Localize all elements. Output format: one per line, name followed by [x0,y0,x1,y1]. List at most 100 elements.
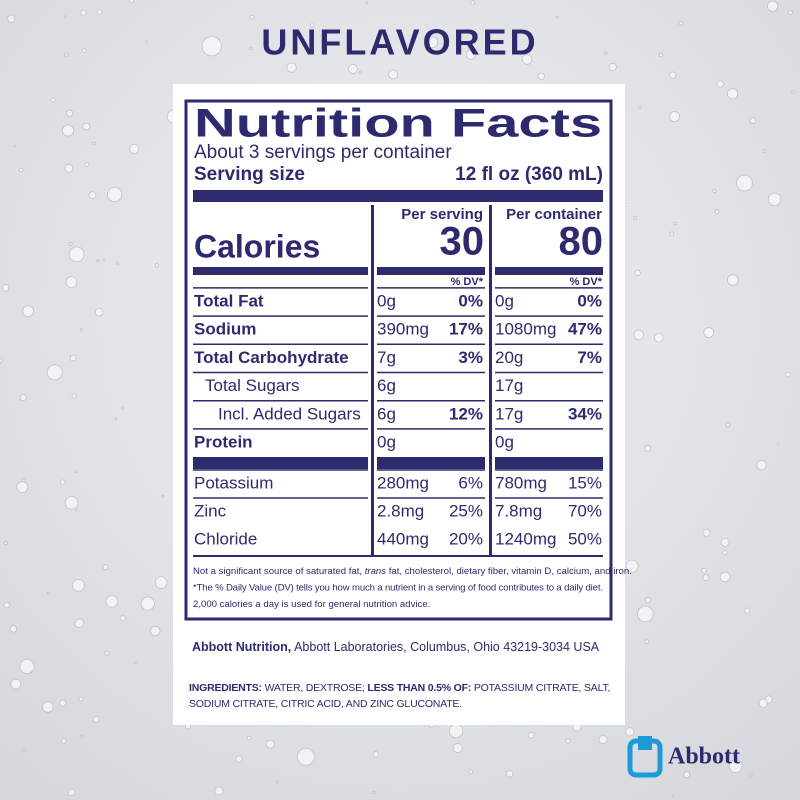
droplet [537,72,546,80]
droplet [365,1,369,5]
droplet [658,52,663,58]
droplet [371,790,376,794]
droplet [490,48,494,52]
droplet [10,678,22,690]
droplet [744,607,751,614]
droplet [625,559,639,573]
droplet [669,111,681,122]
droplet [68,246,85,263]
daily-value: 0% [577,291,602,310]
nutrient-name: Incl. Added Sugars [218,404,361,423]
thick-bar [377,457,485,469]
amount: 20g [495,348,523,367]
nutrient-name: Potassium [194,473,273,492]
droplet [140,596,155,611]
column-divider [371,205,374,555]
droplet [154,263,159,268]
droplet [749,117,757,124]
droplet [348,64,358,74]
droplet [104,650,110,656]
droplet [75,508,79,511]
droplet [154,576,168,589]
label-border [184,99,613,621]
amount: 17g [495,376,523,395]
droplet [3,541,8,545]
droplet [603,51,608,56]
droplet [716,80,724,88]
daily-value: 12% [449,404,483,423]
manufacturer-address: Abbott Laboratories, Columbus, Ohio 4321… [294,640,600,654]
droplet [703,327,715,338]
droplet [16,481,29,494]
ingredients-text: POTASSIUM CITRATE, SALT, SODIUM CITRATE,… [189,682,611,710]
droplet [470,0,476,6]
droplet [59,479,66,486]
daily-value: 50% [568,529,602,548]
droplet [42,701,54,713]
droplet [102,564,109,570]
brand-logo [638,736,652,750]
nutrient-name: Chloride [194,529,257,548]
droplet [94,307,104,317]
droplet [791,90,795,94]
daily-value: 70% [568,501,602,520]
droplet [18,167,24,173]
footnote-part: trans [365,566,387,577]
amount: 17g [495,404,523,423]
droplet [776,442,780,446]
droplet [725,422,731,428]
daily-value: 25% [449,501,483,520]
droplet [766,0,779,12]
footnote-part: fat, cholesterol, dietary fiber, vitamin… [386,566,632,577]
droplet [82,122,91,131]
amount: 7.8mg [495,501,542,520]
droplet [712,188,717,193]
droplet [1,284,10,292]
amount: 1080mg [495,320,556,339]
droplet [787,10,793,15]
nutrient-name: Total Sugars [205,376,300,395]
droplet [68,242,73,247]
amount: 6g [377,376,396,395]
footnote-part: *The % Daily Value (DV) tells you how mu… [193,582,603,593]
droplet [50,97,56,103]
droplet [756,459,767,471]
droplet [67,788,76,797]
droplet [150,625,161,637]
droplet [644,639,649,644]
droplet [683,771,690,778]
droplet [84,161,90,167]
thick-bar [495,457,603,469]
nutrient-name: Total Carbohydrate [194,348,349,367]
droplet [645,597,651,604]
manufacturer: Abbott Nutrition, Abbott Laboratories, C… [192,640,600,654]
droplet [702,574,710,581]
droplet [598,735,608,745]
nutrient-name: Total Fat [194,291,264,310]
calories-value: 80 [559,220,604,264]
droplet [120,406,124,410]
footnote: Not a significant source of saturated fa… [193,566,632,577]
amount: 6g [377,404,396,423]
daily-value: 0% [458,291,483,310]
droplet [19,658,35,674]
serving-size-label: Serving size [194,164,305,185]
droplet [275,780,280,784]
calories-label: Calories [194,228,320,264]
bar [495,267,603,275]
bar [193,267,368,275]
droplet [82,48,87,53]
droplet [79,328,84,332]
droplet [144,40,148,44]
droplet [96,259,100,262]
droplet [521,54,533,65]
daily-value: 17% [449,320,483,339]
manufacturer-name: Abbott Nutrition, [192,640,291,654]
droplet [762,149,767,154]
droplet [3,601,10,609]
footnote: *The % Daily Value (DV) tells you how mu… [193,582,603,593]
droplet [726,274,739,286]
droplet [720,537,730,547]
nutrient-name: Zinc [194,501,227,520]
droplet [61,738,67,744]
